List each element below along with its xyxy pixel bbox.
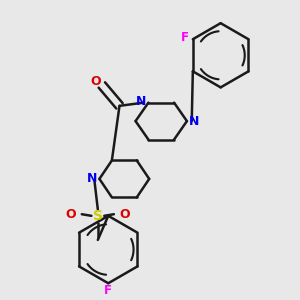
Text: O: O <box>66 208 76 221</box>
Text: F: F <box>104 284 112 297</box>
Text: S: S <box>93 209 103 223</box>
Text: O: O <box>119 208 130 221</box>
Text: N: N <box>136 94 146 107</box>
Text: F: F <box>181 31 189 44</box>
Text: O: O <box>91 75 101 88</box>
Text: N: N <box>189 115 199 128</box>
Text: N: N <box>87 172 98 185</box>
